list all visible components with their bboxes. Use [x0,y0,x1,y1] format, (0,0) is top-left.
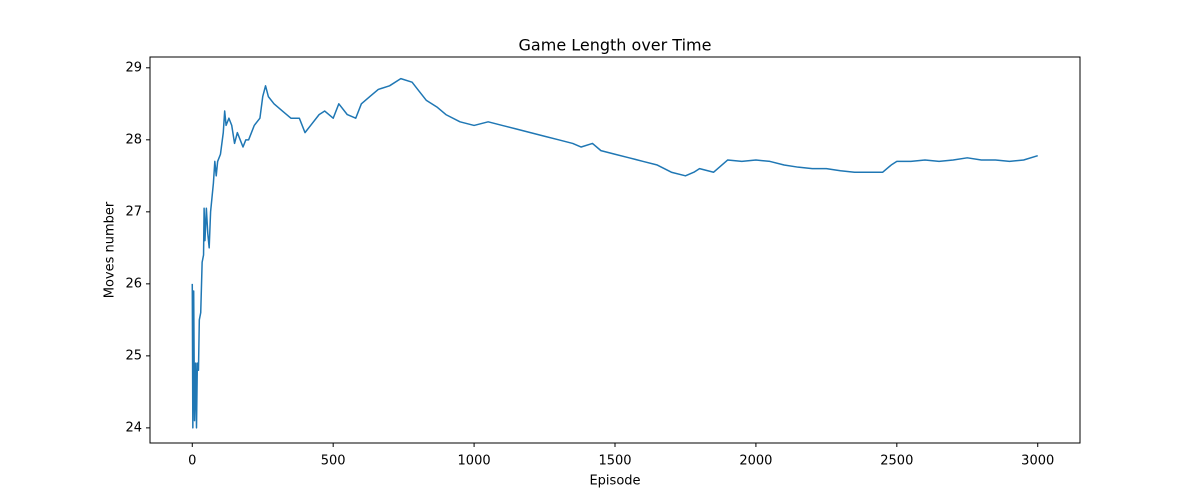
x-tick-label: 3000 [1021,454,1054,469]
x-tick-label: 1000 [458,454,491,469]
chart-title: Game Length over Time [519,36,712,55]
data-line [191,77,1038,429]
x-axis-label: Episode [589,474,640,489]
y-tick-label: 24 [125,420,142,435]
x-tick-label: 0 [188,454,196,469]
x-tick-label: 1500 [598,454,631,469]
y-tick-label: 29 [125,60,142,75]
y-tick-label: 27 [125,204,142,219]
y-axis-label: Moves number [103,201,118,298]
plot-frame [149,56,1081,444]
x-tick-label: 2500 [880,454,913,469]
y-tick-label: 25 [125,348,142,363]
x-tick-label: 500 [321,454,346,469]
y-tick-label: 28 [125,132,142,147]
y-tick-label: 26 [125,276,142,291]
x-tick-label: 2000 [739,454,772,469]
